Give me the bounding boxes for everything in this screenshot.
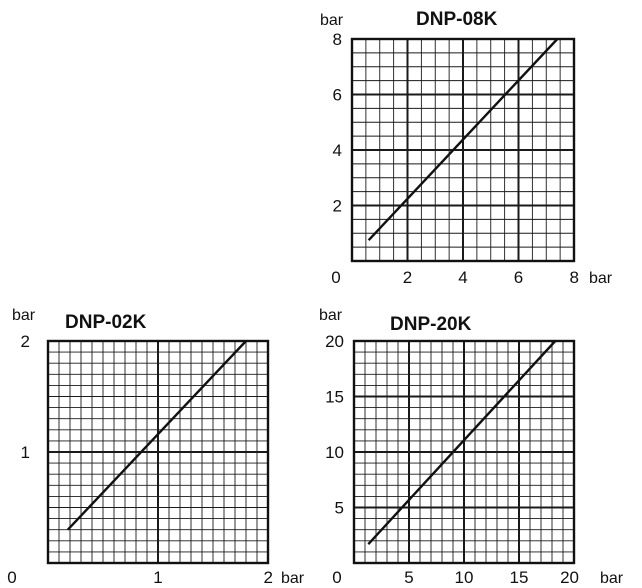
x-tick-label: 2 [403,268,412,287]
y-axis-unit: bar [320,12,344,29]
series-line [367,38,559,242]
y-tick-label: 20 [325,332,344,351]
x-tick-label: 6 [514,268,523,287]
series-line [367,340,557,545]
y-tick-label: 5 [335,499,344,518]
chart-title: DNP-08K [416,9,498,30]
chart-title: DNP-20K [390,314,472,335]
x-tick-label: 20 [560,568,579,587]
y-axis-unit: bar [319,307,343,324]
y-tick-label: 1 [21,443,30,462]
x-tick-label: 5 [404,568,413,587]
x-axis-unit: bar [600,570,624,587]
x-tick-label: 0 [7,568,16,587]
chart-title: DNP-02K [65,312,147,333]
x-axis-unit: bar [589,270,613,287]
y-tick-label: 8 [333,30,342,49]
series-line [66,340,247,531]
x-tick-label: 0 [331,268,340,287]
y-tick-label: 6 [333,86,342,105]
x-axis-unit: bar [281,570,305,587]
x-tick-label: 8 [570,268,579,287]
x-tick-label: 15 [510,568,529,587]
plot-frame [350,37,576,263]
x-tick-label: 0 [332,568,341,587]
y-tick-label: 2 [333,197,342,216]
x-tick-label: 1 [153,568,162,587]
y-tick-label: 10 [325,443,344,462]
y-tick-label: 15 [325,388,344,407]
plot-frame [352,339,576,565]
x-tick-label: 4 [458,268,467,287]
chart-dnp-20k: DNP-20K bar 5 10 15 20 0 5 10 15 20 bar [319,307,624,587]
x-tick-label: 2 [264,568,273,587]
y-tick-label: 4 [333,141,342,160]
y-tick-label: 2 [21,332,30,351]
plot-frame [46,339,270,565]
chart-dnp-02k: DNP-02K bar 1 2 0 1 2 bar [7,307,305,587]
y-axis-unit: bar [12,307,36,324]
x-tick-label: 10 [455,568,474,587]
